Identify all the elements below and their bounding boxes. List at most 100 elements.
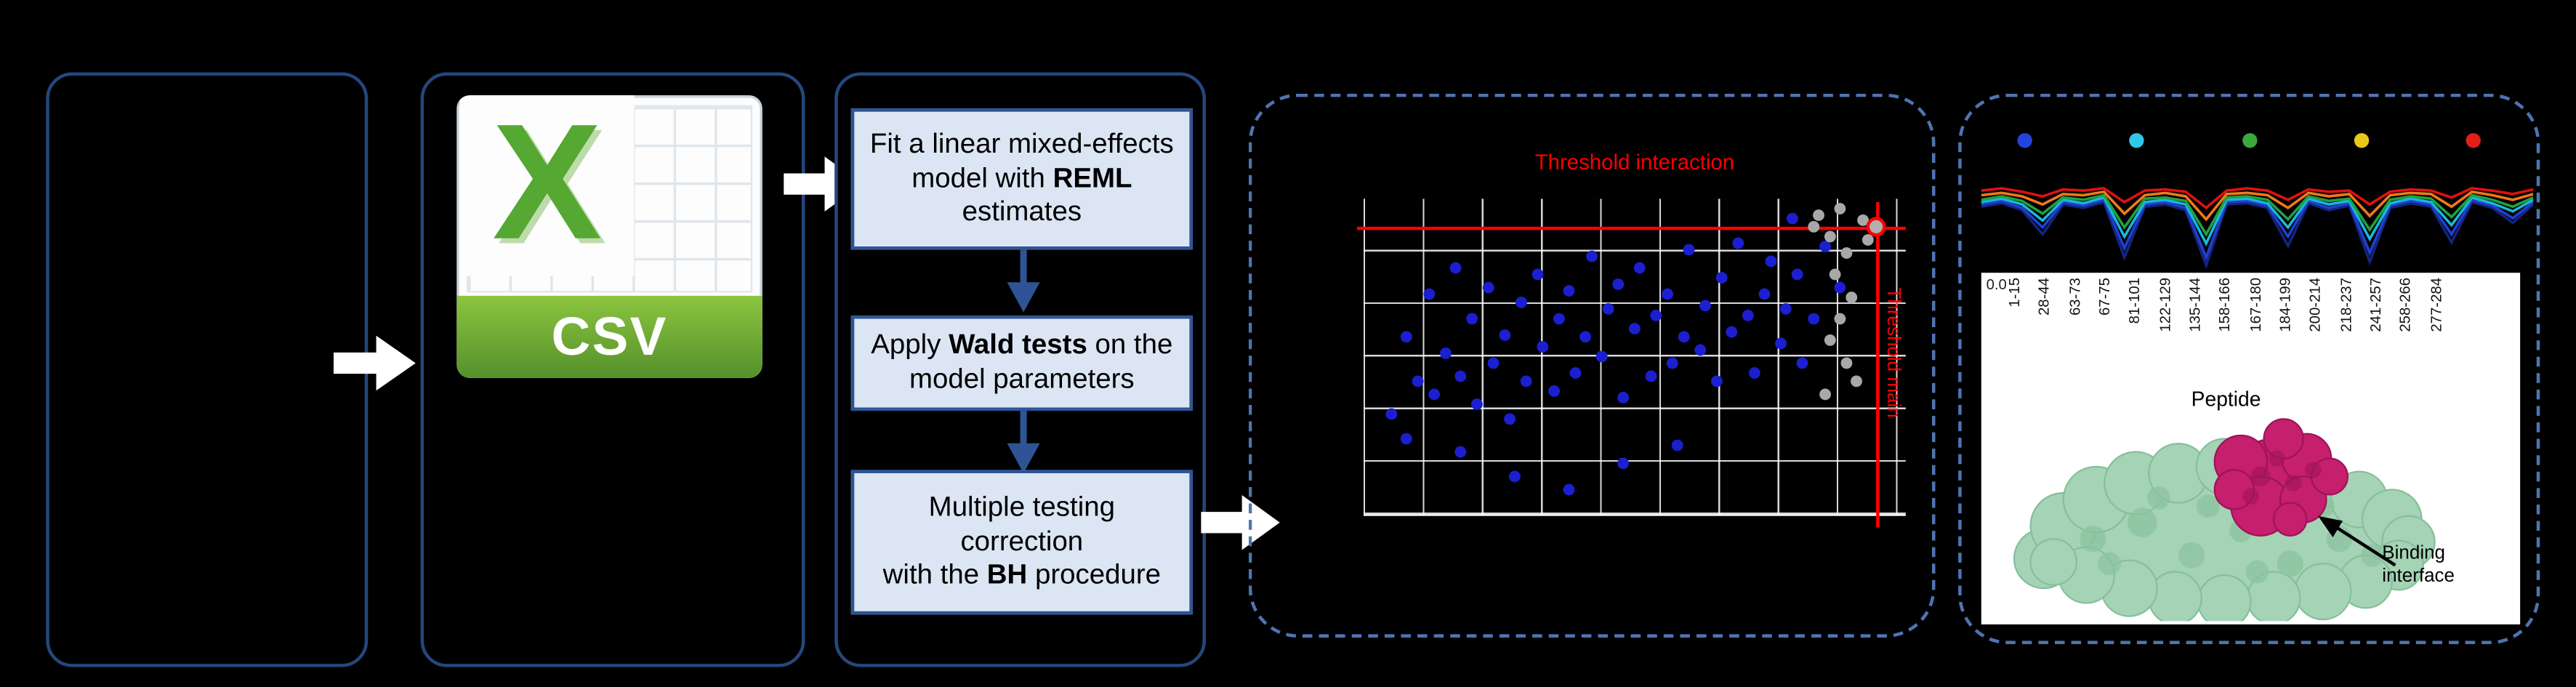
- significant-point: [1764, 256, 1776, 268]
- significant-point: [1449, 262, 1462, 274]
- nonsignificant-point: [1819, 388, 1830, 401]
- step-text-part: procedure: [1027, 559, 1162, 591]
- series-orange: [1981, 192, 2533, 220]
- peptide-tick-label: 258-266: [2397, 277, 2415, 332]
- peptide-tick-label: 184-199: [2277, 277, 2294, 332]
- down-arrow-2: [1007, 411, 1040, 473]
- step-fit-model: Fit a linear mixed-effects model with RE…: [850, 108, 1193, 250]
- peptide-tick-label: 67-75: [2096, 277, 2113, 316]
- significant-point: [1808, 313, 1819, 325]
- step-bh-correction: Multiple testing correction with the BH …: [850, 470, 1193, 615]
- significant-point: [1455, 369, 1468, 382]
- peptide-tick-label: 277-284: [2428, 277, 2444, 332]
- significant-point: [1791, 268, 1803, 281]
- peptide-tick-labels: 1-15 28-44 63-73 67-75 81-101 122-129 135-144 1…: [2005, 277, 2444, 379]
- step-text-part: on the model parameters: [909, 329, 1173, 395]
- legend-dot: [2354, 133, 2369, 148]
- peptide-tick-label: 81-101: [2126, 277, 2144, 324]
- significant-point: [1731, 237, 1744, 249]
- peptide-tick-label: 28-44: [2036, 277, 2053, 316]
- scatter-plot: [1356, 198, 1906, 528]
- significant-point: [1401, 332, 1413, 344]
- significant-point: [1471, 398, 1484, 410]
- significant-point: [1596, 350, 1609, 363]
- peptide-tick-label: 200-214: [2307, 277, 2324, 332]
- peptide-tick-label: 135-144: [2186, 277, 2204, 332]
- significant-point: [1667, 357, 1679, 369]
- peptide-tick-label: 158-166: [2216, 277, 2234, 332]
- significant-point: [1569, 366, 1581, 379]
- significant-point: [1678, 332, 1689, 344]
- significant-point: [1482, 281, 1494, 293]
- significant-point: [1710, 376, 1722, 388]
- stats-steps-box: Fit a linear mixed-effects model with RE…: [834, 72, 1206, 667]
- significant-point: [1618, 458, 1630, 470]
- step-text-bold: BH: [986, 559, 1028, 591]
- step-text: Fit a linear mixed-effects model with RE…: [864, 128, 1180, 230]
- series-blue: [1981, 200, 2533, 257]
- significant-point: [1797, 357, 1809, 369]
- threshold-main-line: [1875, 202, 1880, 528]
- significant-point: [1504, 414, 1516, 426]
- significant-point: [1585, 249, 1598, 262]
- significant-point: [1650, 310, 1662, 321]
- significant-point: [1531, 268, 1543, 281]
- binding-interface-arrow: [2318, 515, 2396, 567]
- series-cyan: [1981, 198, 2533, 244]
- significant-point: [1547, 385, 1559, 398]
- significant-point: [1758, 287, 1771, 300]
- series-navy: [1981, 202, 2533, 265]
- step-text-bold: REML: [1052, 161, 1132, 193]
- significant-point: [1661, 287, 1673, 300]
- significant-point: [1786, 212, 1798, 224]
- csv-box: X CSV: [420, 72, 805, 667]
- binding-interface-label: Binding interface: [2382, 544, 2455, 587]
- nonsignificant-point: [1835, 202, 1847, 214]
- significant-point: [1775, 338, 1787, 350]
- step-text: Apply Wald tests on the model parameters: [864, 329, 1180, 398]
- significant-point: [1412, 376, 1424, 388]
- volcano-panel: Threshold interaction Threshold main: [1248, 93, 1936, 638]
- peptide-axis-panel: 0.0 1-15 28-44 63-73 67-75 81-101 122-129 135-…: [1981, 273, 2521, 624]
- significant-point: [1455, 445, 1468, 457]
- significant-point: [1515, 297, 1527, 309]
- significant-point: [1498, 329, 1510, 340]
- significant-point: [1488, 357, 1500, 369]
- significant-point: [1699, 300, 1711, 312]
- nonsignificant-point: [1829, 268, 1841, 281]
- nonsignificant-point: [1851, 376, 1863, 388]
- significant-point: [1601, 303, 1614, 316]
- significant-point: [1748, 366, 1760, 379]
- threshold-main-label: Threshold main: [1883, 287, 1903, 418]
- highlighted-point: [1866, 217, 1886, 238]
- step-text-part: Apply: [871, 329, 949, 361]
- significant-point: [1628, 322, 1641, 334]
- significant-point: [1694, 344, 1706, 356]
- csv-file-icon: X CSV: [456, 95, 762, 378]
- series-green: [1981, 196, 2533, 235]
- nonsignificant-point: [1846, 291, 1858, 302]
- peptide-tick-label: 1-15: [2005, 277, 2023, 308]
- significant-point: [1537, 341, 1548, 353]
- nonsignificant-point: [1840, 246, 1852, 259]
- peptide-panel: 0.0 1-15 28-44 63-73 67-75 81-101 122-129 135-…: [1958, 93, 2540, 644]
- significant-point: [1466, 313, 1478, 325]
- protein-structure-image: [2013, 418, 2436, 622]
- legend-dot: [2466, 133, 2481, 148]
- significant-point: [1726, 325, 1739, 337]
- significant-point: [1742, 310, 1755, 321]
- significant-point: [1645, 369, 1657, 382]
- significant-point: [1428, 388, 1440, 401]
- series-red: [1981, 188, 2533, 208]
- nonsignificant-point: [1813, 209, 1825, 221]
- excel-x-logo: X: [459, 95, 635, 276]
- significant-point: [1438, 347, 1451, 360]
- peptide-axis-label: Peptide: [2191, 387, 2261, 411]
- condition-legend-dots: [2017, 133, 2481, 148]
- threshold-interaction-line: [1356, 227, 1906, 231]
- significant-point: [1819, 240, 1830, 252]
- peptide-tick-label: 167-180: [2247, 277, 2263, 332]
- nonsignificant-point: [1861, 233, 1874, 246]
- legend-dot: [2017, 133, 2032, 148]
